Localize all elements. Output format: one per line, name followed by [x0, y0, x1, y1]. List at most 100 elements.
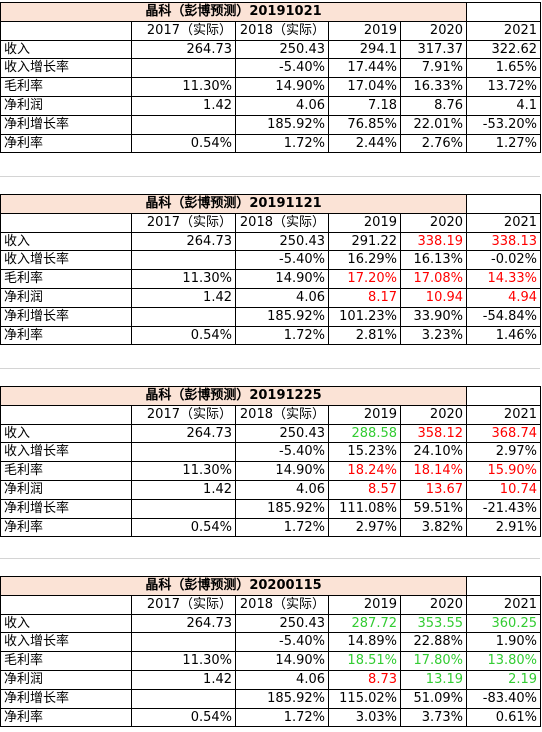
table-cell[interactable]: 11.30%	[131, 651, 236, 671]
column-header[interactable]	[0, 20, 132, 41]
table-cell[interactable]: 18.51%	[328, 651, 401, 671]
table-cell[interactable]: 250.43	[235, 613, 329, 634]
table-cell[interactable]: 76.85%	[328, 114, 401, 135]
table-cell[interactable]	[466, 386, 542, 406]
table-cell[interactable]: 294.1	[328, 39, 401, 60]
table-cell[interactable]: 17.44%	[328, 58, 401, 79]
column-header[interactable]: 2020	[399, 594, 468, 615]
table-cell[interactable]: 0.61%	[466, 707, 542, 728]
table-cell[interactable]	[466, 2, 542, 22]
column-header[interactable]: 2017（实际）	[131, 404, 236, 425]
table-cell[interactable]: 0.54%	[131, 707, 236, 728]
row-label[interactable]: 净利润	[0, 669, 132, 690]
table-cell[interactable]: 250.43	[235, 423, 329, 444]
table-cell[interactable]: 4.06	[235, 287, 329, 308]
table-cell[interactable]: 250.43	[235, 39, 329, 60]
table-cell[interactable]: 317.37	[399, 39, 468, 60]
table-cell[interactable]: 4.94	[466, 287, 542, 308]
column-header[interactable]: 2021	[466, 404, 542, 425]
column-header[interactable]: 2017（实际）	[131, 212, 236, 233]
table-cell[interactable]: 7.91%	[399, 58, 468, 79]
table-cell[interactable]: 3.82%	[399, 517, 468, 538]
table-cell[interactable]: 0.54%	[131, 325, 236, 346]
table-cell[interactable]: 14.90%	[235, 461, 329, 481]
table-cell[interactable]: 1.72%	[235, 707, 329, 728]
table-cell[interactable]: 14.89%	[328, 632, 401, 653]
table-cell[interactable]: 15.90%	[466, 461, 542, 481]
column-header[interactable]: 2019	[328, 212, 401, 233]
table-cell[interactable]: 287.72	[328, 613, 401, 634]
table-cell[interactable]	[131, 632, 236, 653]
table-cell[interactable]: 15.23%	[328, 442, 401, 463]
table-cell[interactable]: 360.25	[466, 613, 542, 634]
row-label[interactable]: 收入增长率	[0, 250, 132, 271]
table-cell[interactable]: 17.08%	[399, 269, 468, 289]
table-cell[interactable]: 264.73	[131, 613, 236, 634]
table-cell[interactable]	[131, 306, 236, 327]
table-cell[interactable]: -5.40%	[235, 632, 329, 653]
column-header[interactable]: 2018（实际）	[235, 212, 329, 233]
table-cell[interactable]: -5.40%	[235, 250, 329, 271]
table-cell[interactable]: 1.42	[131, 479, 236, 500]
column-header[interactable]: 2017（实际）	[131, 20, 236, 41]
table-cell[interactable]: 2.91%	[466, 517, 542, 538]
table-cell[interactable]	[466, 194, 542, 214]
row-label[interactable]: 收入	[0, 613, 132, 634]
table-cell[interactable]: 1.90%	[466, 632, 542, 653]
column-header[interactable]: 2020	[399, 20, 468, 41]
row-label[interactable]: 收入增长率	[0, 58, 132, 79]
table-cell[interactable]: 24.10%	[399, 442, 468, 463]
table-title[interactable]: 晶科（彭博预测）20191021	[0, 2, 468, 22]
row-label[interactable]: 毛利率	[0, 269, 132, 289]
table-cell[interactable]: 11.30%	[131, 461, 236, 481]
column-header[interactable]: 2019	[328, 594, 401, 615]
table-cell[interactable]: 11.30%	[131, 77, 236, 97]
table-cell[interactable]: 2.97%	[328, 517, 401, 538]
table-cell[interactable]	[131, 498, 236, 519]
table-cell[interactable]: 2.44%	[328, 133, 401, 154]
table-cell[interactable]: 14.90%	[235, 651, 329, 671]
table-cell[interactable]: -0.02%	[466, 250, 542, 271]
column-header[interactable]: 2021	[466, 594, 542, 615]
table-cell[interactable]: 13.72%	[466, 77, 542, 97]
table-cell[interactable]: 17.80%	[399, 651, 468, 671]
column-header[interactable]: 2017（实际）	[131, 594, 236, 615]
table-cell[interactable]: 1.42	[131, 669, 236, 690]
table-cell[interactable]: 7.18	[328, 95, 401, 116]
table-cell[interactable]: 288.58	[328, 423, 401, 444]
row-label[interactable]: 毛利率	[0, 651, 132, 671]
table-cell[interactable]: 3.23%	[399, 325, 468, 346]
table-cell[interactable]: 291.22	[328, 231, 401, 252]
table-cell[interactable]: 115.02%	[328, 688, 401, 709]
table-cell[interactable]: 13.67	[399, 479, 468, 500]
table-cell[interactable]: 1.72%	[235, 325, 329, 346]
table-cell[interactable]: 14.90%	[235, 269, 329, 289]
table-cell[interactable]: 59.51%	[399, 498, 468, 519]
column-header[interactable]: 2018（实际）	[235, 404, 329, 425]
table-cell[interactable]: -53.20%	[466, 114, 542, 135]
row-label[interactable]: 净利率	[0, 517, 132, 538]
row-label[interactable]: 毛利率	[0, 461, 132, 481]
table-cell[interactable]: 11.30%	[131, 269, 236, 289]
table-cell[interactable]: 264.73	[131, 231, 236, 252]
column-header[interactable]	[0, 212, 132, 233]
column-header[interactable]	[0, 404, 132, 425]
table-cell[interactable]: 338.13	[466, 231, 542, 252]
row-label[interactable]: 收入增长率	[0, 442, 132, 463]
table-cell[interactable]	[131, 114, 236, 135]
table-cell[interactable]: 10.74	[466, 479, 542, 500]
table-cell[interactable]: 368.74	[466, 423, 542, 444]
table-cell[interactable]: 16.13%	[399, 250, 468, 271]
column-header[interactable]: 2020	[399, 212, 468, 233]
table-cell[interactable]: 4.06	[235, 95, 329, 116]
table-cell[interactable]: 22.88%	[399, 632, 468, 653]
table-cell[interactable]: 3.73%	[399, 707, 468, 728]
table-cell[interactable]: 101.23%	[328, 306, 401, 327]
column-header[interactable]: 2018（实际）	[235, 594, 329, 615]
table-cell[interactable]: -83.40%	[466, 688, 542, 709]
table-cell[interactable]: 0.54%	[131, 133, 236, 154]
table-cell[interactable]: 2.76%	[399, 133, 468, 154]
table-cell[interactable]: 8.73	[328, 669, 401, 690]
table-cell[interactable]	[131, 442, 236, 463]
table-cell[interactable]: 8.57	[328, 479, 401, 500]
